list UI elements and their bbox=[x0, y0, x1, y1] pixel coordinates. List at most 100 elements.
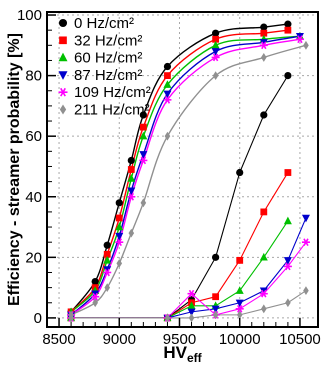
efficiency-point bbox=[103, 250, 111, 258]
streamer-point bbox=[212, 310, 219, 320]
plot-frame bbox=[46, 11, 319, 328]
streamer-point bbox=[259, 289, 268, 298]
efficiency-curve-1 bbox=[70, 29, 288, 313]
streamer-point bbox=[212, 253, 220, 261]
streamer-line-5 bbox=[71, 290, 307, 319]
efficiency-point bbox=[212, 29, 220, 37]
x-tick-label: 9500 bbox=[163, 331, 196, 348]
streamer-point bbox=[260, 208, 268, 216]
efficiency-point bbox=[163, 80, 172, 88]
streamer-point bbox=[284, 72, 292, 80]
efficiency-point bbox=[139, 111, 147, 119]
efficiency-curve-2 bbox=[70, 35, 300, 313]
efficiency-point bbox=[139, 156, 148, 165]
efficiency-point bbox=[139, 151, 148, 159]
efficiency-point bbox=[284, 26, 292, 34]
legend-marker bbox=[59, 36, 67, 45]
streamer-point bbox=[301, 214, 310, 223]
efficiency-point bbox=[211, 48, 220, 56]
efficiency-point bbox=[92, 298, 98, 308]
efficiency-point bbox=[115, 199, 123, 207]
streamer-point bbox=[283, 257, 292, 265]
streamer-point bbox=[301, 238, 310, 247]
efficiency-point bbox=[164, 131, 171, 141]
streamer-point bbox=[283, 262, 292, 271]
legend-label: 87 Hz/cm² bbox=[74, 67, 142, 84]
efficiency-point bbox=[103, 255, 112, 264]
efficiency-point bbox=[127, 156, 135, 165]
efficiency-point bbox=[163, 62, 172, 71]
streamer-point bbox=[187, 289, 196, 298]
efficiency-point bbox=[91, 292, 100, 301]
streamer-point bbox=[187, 308, 196, 317]
streamer-point bbox=[285, 298, 291, 308]
efficiency-point bbox=[261, 53, 267, 62]
efficiency-point bbox=[212, 35, 220, 43]
efficiency-curve-5 bbox=[70, 44, 307, 316]
streamer-point bbox=[68, 313, 74, 323]
streamer-point bbox=[236, 256, 244, 264]
efficiency-point bbox=[116, 258, 123, 268]
legend-marker bbox=[58, 18, 68, 28]
efficiency-point bbox=[212, 71, 219, 81]
efficiency-point bbox=[91, 277, 99, 286]
streamer-point bbox=[236, 310, 243, 320]
streamer-point bbox=[187, 301, 196, 309]
efficiency-point bbox=[211, 53, 220, 62]
efficiency-point bbox=[128, 228, 135, 238]
efficiency-point bbox=[260, 23, 268, 31]
efficiency-point bbox=[104, 283, 111, 293]
efficiency-point bbox=[127, 187, 136, 196]
streamer-point bbox=[211, 305, 220, 314]
legend-marker bbox=[58, 87, 68, 97]
streamer-point bbox=[259, 252, 268, 261]
streamer-line-3 bbox=[71, 217, 307, 319]
efficiency-point bbox=[139, 123, 147, 131]
streamer-point bbox=[164, 313, 171, 323]
efficiency-point bbox=[115, 222, 124, 231]
legend-label: 0 Hz/cm² bbox=[74, 15, 134, 32]
x-axis-label-main: HV bbox=[163, 343, 187, 362]
efficiency-point bbox=[260, 29, 268, 37]
axis-ticks: 8500 9000 9500 10000 10500 0 20 40 60 80 100 bbox=[17, 7, 321, 348]
streamer-point bbox=[261, 304, 267, 314]
efficiency-point bbox=[127, 192, 136, 201]
streamer-point bbox=[236, 168, 244, 177]
efficiency-point bbox=[163, 90, 172, 99]
data-points bbox=[67, 20, 310, 323]
efficiency-point bbox=[115, 238, 124, 247]
x-tick-label: 9000 bbox=[103, 331, 136, 348]
efficiency-point bbox=[259, 39, 268, 47]
streamer-point bbox=[235, 299, 244, 308]
efficiency-point bbox=[259, 41, 268, 50]
streamer-point bbox=[283, 216, 292, 225]
efficiency-point bbox=[295, 33, 304, 41]
efficiency-point bbox=[127, 166, 135, 173]
efficiency-curve-4 bbox=[70, 38, 301, 316]
streamer-line-4 bbox=[71, 241, 307, 319]
efficiency-point bbox=[284, 20, 292, 28]
efficiency-point bbox=[127, 174, 136, 182]
efficiency-point bbox=[164, 72, 171, 80]
x-tick-label: 10000 bbox=[219, 331, 261, 348]
efficiency-point bbox=[211, 40, 220, 49]
streamer-point bbox=[303, 286, 309, 296]
x-axis-label-sub: eff bbox=[187, 351, 203, 365]
efficiency-point bbox=[140, 198, 147, 208]
streamer-point bbox=[212, 293, 220, 301]
legend-label: 32 Hz/cm² bbox=[74, 32, 142, 49]
streamer-point bbox=[284, 169, 292, 176]
efficiency-point bbox=[139, 131, 148, 140]
streamer-point bbox=[235, 286, 244, 294]
efficiency-point bbox=[115, 214, 123, 222]
streamer-point bbox=[259, 287, 268, 296]
legend-marker bbox=[58, 71, 68, 80]
legend-label: 60 Hz/cm² bbox=[74, 50, 142, 67]
streamer-point bbox=[188, 313, 195, 323]
efficiency-point bbox=[91, 290, 100, 299]
y-tick-label: 40 bbox=[25, 189, 42, 206]
x-tick-label: 8500 bbox=[42, 331, 75, 348]
